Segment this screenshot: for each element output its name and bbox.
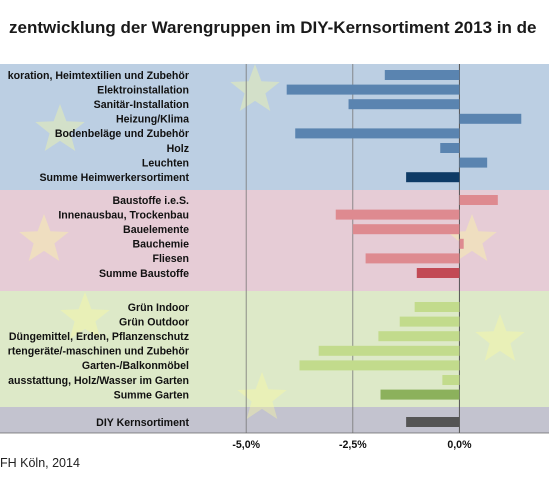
- category-label: Sanitär-Installation: [94, 99, 189, 111]
- bar: [440, 143, 460, 153]
- category-label: Elektroinstallation: [97, 84, 189, 96]
- sum-bar: [406, 172, 460, 183]
- category-label: Düngemittel, Erden, Pflanzenschutz: [9, 331, 189, 343]
- bar: [459, 238, 464, 249]
- background-star-icon: [230, 64, 280, 111]
- source-note: FH Köln, 2014: [0, 456, 80, 470]
- background-star-icon: [60, 292, 110, 339]
- sum-category-label: DIY Kernsortiment: [96, 417, 189, 429]
- bar: [286, 84, 460, 95]
- bar: [299, 360, 460, 371]
- category-label: koration, Heimtextilien und Zubehör: [8, 70, 189, 82]
- bar: [335, 209, 460, 220]
- category-label: Grün Outdoor: [119, 316, 189, 328]
- tick-label: -5,0%: [232, 439, 260, 451]
- category-label: Garten-/Balkonmöbel: [82, 360, 189, 372]
- sum-category-label: Summe Heimwerkersortiment: [39, 172, 189, 184]
- sum-bar: [406, 417, 460, 427]
- bar: [399, 316, 460, 327]
- category-label: Baustoffe i.e.S.: [112, 195, 189, 207]
- category-label: Bodenbeläge und Zubehör: [55, 128, 189, 140]
- tick-label: 0,0%: [447, 439, 472, 451]
- sum-category-label: Summe Garten: [114, 389, 189, 401]
- bar: [384, 70, 460, 80]
- bar: [414, 302, 460, 312]
- background-star-icon: [237, 372, 287, 419]
- tick-label: -2,5%: [339, 439, 367, 451]
- bar: [348, 99, 460, 110]
- category-label: Innenausbau, Trockenbau: [58, 209, 189, 221]
- background-star-icon: [475, 314, 525, 361]
- category-label: Leuchten: [142, 157, 189, 169]
- category-label: Heizung/Klima: [116, 114, 189, 126]
- bar: [318, 345, 460, 356]
- background-star-icon: [35, 104, 85, 151]
- sum-bar: [416, 268, 460, 278]
- bar: [295, 128, 460, 139]
- sum-bar: [380, 389, 460, 400]
- category-label: Bauchemie: [132, 239, 189, 251]
- bar: [442, 375, 460, 385]
- bar: [459, 157, 488, 168]
- category-label: Holz: [167, 143, 189, 155]
- category-label: ausstattung, Holz/Wasser im Garten: [8, 375, 189, 387]
- bar: [365, 253, 460, 264]
- category-label: Grün Indoor: [128, 302, 189, 314]
- background-star-icon: [447, 214, 497, 261]
- category-label: Bauelemente: [123, 224, 189, 236]
- category-label: rtengeräte/-maschinen und Zubehör: [8, 346, 189, 358]
- category-label: Fliesen: [152, 253, 189, 265]
- bar: [378, 331, 460, 342]
- bar: [459, 195, 498, 205]
- chart-title: zentwicklung der Warengruppen im DIY-Ker…: [9, 18, 537, 37]
- bar: [459, 113, 522, 124]
- sum-category-label: Summe Baustoffe: [99, 268, 189, 280]
- background-star-icon: [19, 214, 69, 261]
- bar: [352, 224, 460, 235]
